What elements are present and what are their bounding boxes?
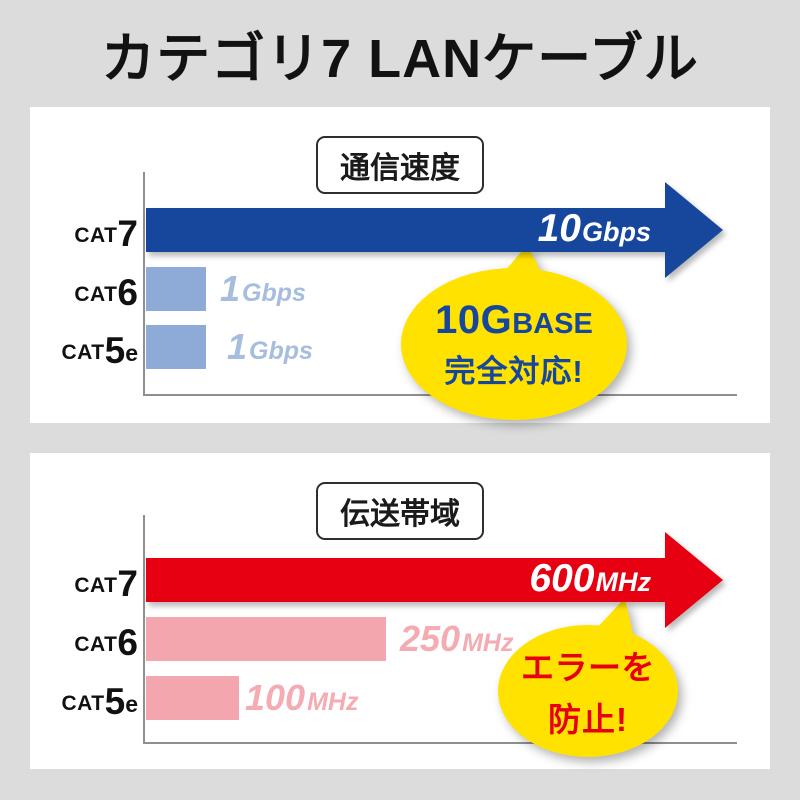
bubble-body: 10G BASE 完全対応! xyxy=(401,268,627,420)
bubble-line1: 10G BASE xyxy=(435,297,593,342)
bandwidth-x-axis xyxy=(143,742,737,744)
bubble-body: エラーを 防止! xyxy=(498,625,678,757)
bandwidth-row-cat5e: CAT 5 e 100 MHz xyxy=(30,676,770,722)
speed-row-cat7: CAT 7 10 Gbps xyxy=(30,182,770,278)
arrow-shaft xyxy=(146,558,665,602)
speed-chart-title: 通信速度 xyxy=(316,136,484,194)
arrow-shaft xyxy=(146,208,665,252)
cat7-label: CAT 7 xyxy=(74,213,138,254)
arrow-head-icon xyxy=(665,532,723,628)
speed-cat6-bar xyxy=(146,267,206,311)
cat6-label: CAT 6 xyxy=(74,622,138,663)
speed-row-cat5e: CAT 5 e 1 Gbps xyxy=(30,325,770,371)
bandwidth-cat5e-value: 100 MHz xyxy=(245,677,359,718)
bandwidth-cat5e-bar xyxy=(146,676,239,720)
bandwidth-cat6-value: 250 MHz xyxy=(400,618,514,659)
speed-callout-bubble: 10G BASE 完全対応! xyxy=(401,243,627,420)
bandwidth-y-axis xyxy=(143,515,145,744)
bandwidth-callout-bubble: エラーを 防止! xyxy=(498,598,678,757)
speed-cat5e-bar xyxy=(146,325,206,369)
cat7-label: CAT 7 xyxy=(74,563,138,604)
bubble-line1: エラーを xyxy=(521,649,655,686)
bandwidth-chart-panel: 伝送帯域 CAT 7 600 MHz CAT 6 250 MHz CAT 5 e 100 MH… xyxy=(30,453,770,769)
speed-cat7-arrow: 10 Gbps xyxy=(146,182,723,278)
cat6-label: CAT 6 xyxy=(74,272,138,313)
speed-cat6-value: 1 Gbps xyxy=(220,268,306,309)
cat5e-label: CAT 5 e xyxy=(61,330,138,371)
speed-y-axis xyxy=(143,172,145,396)
speed-cat7-value: 10 Gbps xyxy=(537,207,651,251)
arrow-head-icon xyxy=(665,182,723,278)
cat5e-label: CAT 5 e xyxy=(61,681,138,722)
bandwidth-cat6-bar xyxy=(146,617,386,661)
bandwidth-cat7-value: 600 MHz xyxy=(529,557,651,601)
bandwidth-cat7-arrow: 600 MHz xyxy=(146,532,723,628)
bandwidth-row-cat6: CAT 6 250 MHz xyxy=(30,617,770,663)
bandwidth-chart-title: 伝送帯域 xyxy=(316,482,484,540)
bubble-line2: 防止! xyxy=(548,701,628,738)
page-title: カテゴリ7 LANケーブル xyxy=(101,29,699,89)
speed-chart-panel: 通信速度 CAT 7 10 Gbps CAT 6 1 Gbps CAT 5 e 1 Gbps xyxy=(30,107,770,423)
speed-row-cat6: CAT 6 1 Gbps xyxy=(30,267,770,313)
bubble-line2: 完全対応! xyxy=(444,353,584,389)
bandwidth-row-cat7: CAT 7 600 MHz xyxy=(30,532,770,628)
speed-cat5e-value: 1 Gbps xyxy=(227,326,313,367)
